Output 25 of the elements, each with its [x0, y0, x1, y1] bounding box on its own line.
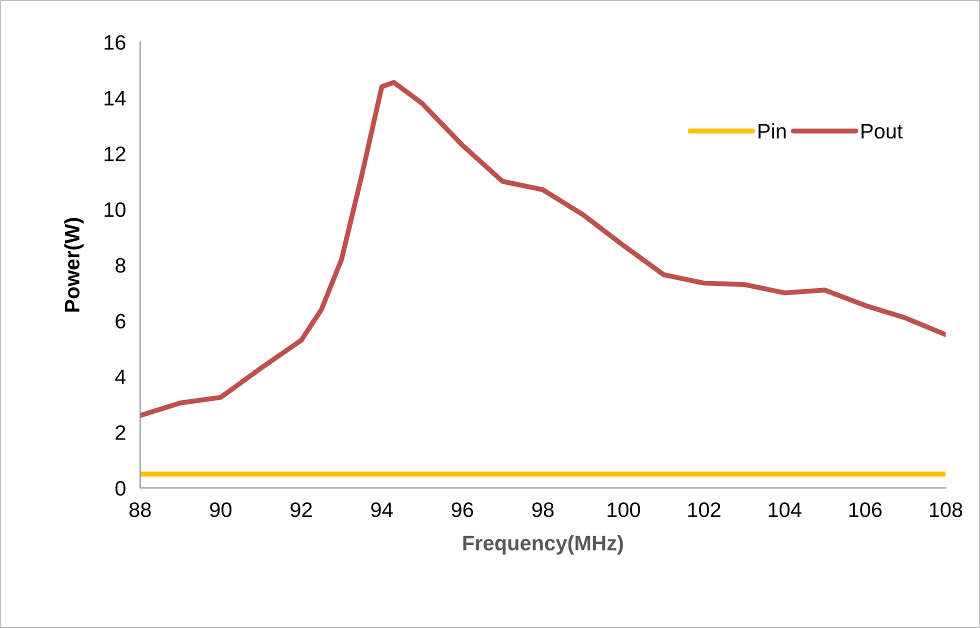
y-tick-label: 10 [104, 202, 126, 218]
x-tick-label: 108 [930, 502, 962, 518]
x-tick-label: 106 [849, 502, 882, 518]
y-tick-label: 14 [104, 91, 126, 106]
y-axis-title: Power(W) [64, 218, 84, 312]
x-tick-label: 102 [688, 502, 720, 518]
x-tick-label: 100 [608, 502, 640, 518]
x-tick-label: 98 [532, 502, 554, 518]
x-tick-label: 96 [452, 502, 474, 518]
x-tick-label: 90 [210, 502, 232, 518]
y-tick-label: 6 [116, 314, 126, 329]
x-tick-label: 94 [371, 502, 393, 518]
y-tick-label: 16 [104, 35, 126, 50]
y-tick-label: 2 [116, 425, 126, 440]
x-tick-label: 88 [129, 502, 151, 518]
legend-label: Pout [862, 124, 903, 139]
y-tick-label: 4 [115, 370, 126, 384]
x-axis-title: Frequency(MHz) [463, 535, 623, 555]
x-tick-label: 92 [290, 502, 312, 518]
y-tick-label: 8 [116, 258, 126, 273]
legend-label: Pin [758, 123, 786, 138]
x-tick-label: 104 [768, 502, 802, 518]
y-tick-label: 0 [115, 480, 126, 496]
y-tick-label: 12 [104, 146, 126, 162]
line-series [140, 80, 946, 418]
